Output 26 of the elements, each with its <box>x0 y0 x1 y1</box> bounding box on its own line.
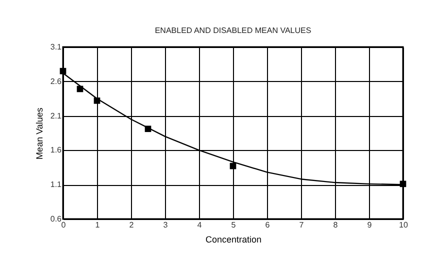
point <box>76 86 84 92</box>
point <box>230 162 236 170</box>
point <box>94 98 100 104</box>
y-tick-label: 0.6 <box>50 214 62 224</box>
x-tick-label: 4 <box>197 220 202 230</box>
point <box>400 180 406 188</box>
point <box>144 126 152 132</box>
x-tick-label: 5 <box>231 220 236 230</box>
y-tick-label: 1.6 <box>50 146 62 155</box>
x-tick-label: 7 <box>299 220 304 230</box>
chart-title: ENABLED AND DISABLED MEAN VALUES <box>154 26 312 35</box>
x-tick-label: 1 <box>95 220 100 230</box>
y-tick-label: 2.6 <box>50 76 62 86</box>
x-tick-label: 3 <box>163 220 168 230</box>
x-axis-title: Concentration <box>205 234 262 244</box>
x-tick-label: 8 <box>333 220 338 230</box>
point <box>60 68 66 74</box>
x-tick-label: 0 <box>61 220 66 230</box>
x-tick-label: 2 <box>129 220 134 230</box>
y-tick-label: 3.1 <box>50 42 62 52</box>
y-tick-label: 2.1 <box>50 111 62 120</box>
x-tick-label: 6 <box>265 220 270 230</box>
y-axis-title: Mean Values <box>34 107 44 160</box>
x-tick-label: 10 <box>399 220 408 230</box>
x-tick-label: 9 <box>367 220 372 230</box>
y-tick-label: 1.1 <box>50 180 62 190</box>
